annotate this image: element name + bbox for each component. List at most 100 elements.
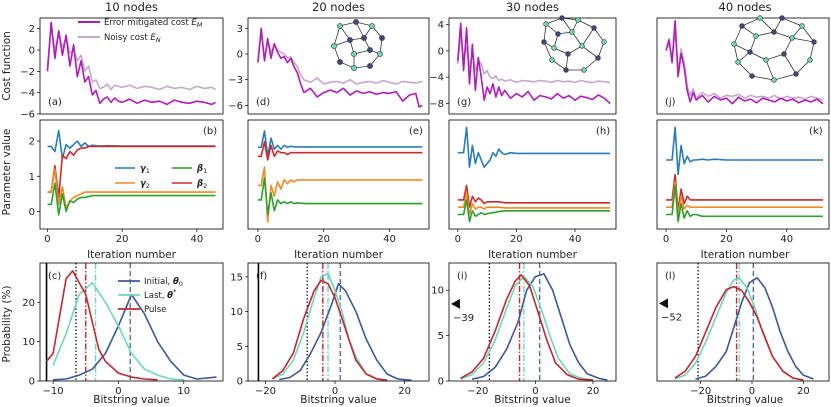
axes-frame-j [656,17,830,115]
series-initial-l [695,277,814,380]
panel-i: (i) 0 5 10 −20 0 20 −39 [431,262,617,397]
panel-label-b: (b) [203,126,217,137]
plot-area-f [257,263,412,381]
axes-frame-e [247,119,430,230]
legend-params: γ1 β1 γ2 β2 [115,164,207,190]
plot-area-d [257,27,423,108]
ytick-label-i: 5 [438,331,444,342]
series-beta2-k [666,173,823,212]
plot-area-j [665,20,824,105]
ytick-label-d: 3 [237,24,243,35]
series-gamma2-e [257,166,423,223]
axes-frame-i [448,262,617,382]
panel-label-k: (k) [809,126,823,137]
series-gamma1-h [457,126,611,168]
offscale-marker-label-l: −52 [661,312,682,323]
ytick-label-c: 10 [22,337,35,348]
column-title-20-nodes: 20 nodes [312,0,365,14]
ytick-label-f: 0 [237,377,243,388]
offscale-marker-l [659,298,668,309]
plot-area-b [47,129,216,216]
series-beta1-k [666,184,823,223]
ytick-label-a: −2 [20,67,35,78]
axes-frame-a [39,17,224,115]
graph-inset-20-nodes [331,19,385,71]
xtick-label-h: 20 [510,234,523,245]
series-initial-f [279,283,412,381]
axes-frame-g [448,17,617,115]
xtick-label-f: 20 [398,386,411,397]
ytick-label-b: 0 [29,207,35,218]
xtick-label-i: 0 [532,386,538,397]
xtick-label-h: 0 [455,234,461,245]
axes-frame-h [448,119,617,230]
xtick-label-i: −20 [467,386,488,397]
series-mitigated-g [457,22,611,105]
plot-area-l [674,263,814,381]
axes-frame-k [656,119,830,230]
series-last-c [52,281,184,381]
plot-area-g [457,22,611,105]
xlabel-iteration-3: Iteration number [488,249,578,261]
legend-prob: Initial, θ0 Last, θ* Pulse [118,277,183,315]
series-mitigated-a [46,21,216,106]
column-titles: 10 nodes 20 nodes 30 nodes 40 nodes [105,0,771,14]
ytick-label-g: −4 [429,73,444,84]
xlabel-iteration-2: Iteration number [294,249,384,261]
series-pulse-f [271,279,388,381]
legend-cost-noisy-label: Noisy cost EN [104,33,161,44]
panel-c: (c) 0 10 20 −10 0 10 [22,262,224,397]
legend-cost: Error mitigated cost EM Noisy cost EN [78,18,203,44]
xtick-label-b: 0 [44,234,50,245]
plot-area-k [666,126,823,223]
xtick-label-l: −20 [690,386,711,397]
legend-beta1-label: β1 [196,164,207,175]
series-pulse-i [460,274,594,381]
axes-frame-c [39,262,224,382]
panel-a: (a) −6 −4 −2 0 2 [20,17,224,121]
ylabel-prob: Probability (%) [1,285,13,362]
plot-area-e [257,130,423,223]
ytick-label-b: 1 [29,172,35,183]
ytick-label-a: 2 [29,24,35,35]
series-mitigated-d [257,27,423,108]
ytick-label-f: 15 [230,272,243,283]
series-pulse-c [45,270,158,381]
column-title-40-nodes: 40 nodes [719,0,772,14]
ytick-label-d: −3 [228,75,243,86]
xlabel-iteration-4: Iteration number [701,249,791,261]
xtick-label-e: 0 [255,234,261,245]
series-beta2-b [47,145,216,199]
panel-e: (e) 0 20 40 [247,119,430,245]
ytick-label-a: −6 [20,110,35,121]
legend-last-label: Last, θ* [144,288,177,301]
series-initial-i [471,273,608,381]
xtick-label-k: 40 [780,234,793,245]
xlabel-bitstring-3: Bitstring value [494,394,570,406]
row-labels: Cost function Parameter value Probabilit… [1,31,13,362]
xtick-label-b: 20 [116,234,129,245]
column-title-10-nodes: 10 nodes [105,0,158,14]
graph-inset-40-nodes [731,15,817,83]
panel-label-d: (d) [256,97,270,108]
panel-label-l: (l) [665,271,676,282]
axes-frame-f [247,262,430,382]
legend-pulse-label: Pulse [144,305,166,315]
legend-beta2-label: β2 [196,179,207,190]
ytick-label-b: 2 [29,137,35,148]
series-beta2-h [457,184,611,208]
column-title-30-nodes: 30 nodes [506,0,559,14]
xtick-label-c: 10 [177,386,190,397]
series-beta1-h [457,199,611,223]
panel-k: (k) 0 20 40 [656,119,830,245]
legend-gamma2-label: γ2 [140,179,150,190]
series-gamma1-e [257,130,423,158]
panel-g: (g) −8 −4 0 4 [429,17,617,115]
plot-area-h [457,126,611,223]
xtick-label-i: 20 [587,386,600,397]
xtick-label-k: 20 [720,234,733,245]
xlabel-bitstring-4: Bitstring value [707,394,783,406]
xtick-label-l: 20 [797,386,810,397]
